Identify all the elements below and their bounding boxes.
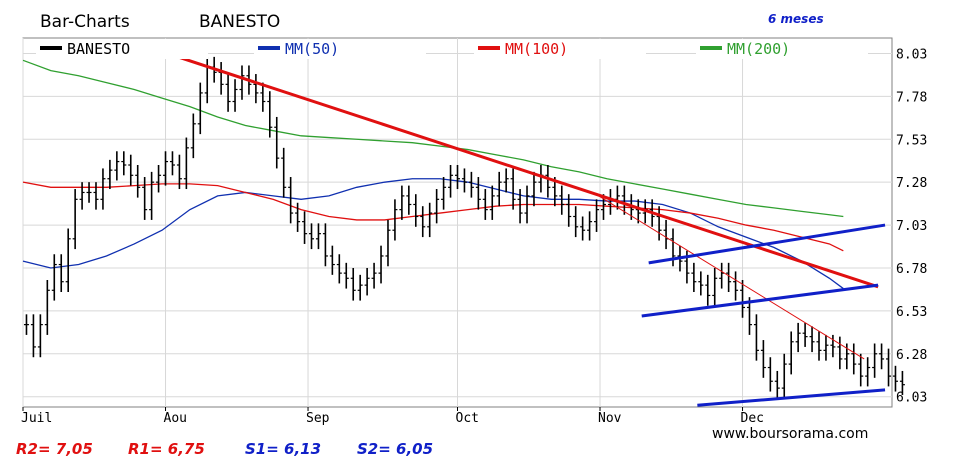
legend-backdrop (254, 39, 426, 59)
legend-backdrop (696, 39, 868, 59)
level-s2: S2= 6,05 (357, 440, 434, 458)
ma-line-mm50 (22, 178, 844, 290)
trendline-channel-middle (641, 283, 879, 318)
y-tick-label: 7.53 (896, 133, 927, 148)
y-tick-label: 7.03 (896, 219, 927, 234)
y-tick-label: 6.78 (896, 262, 927, 277)
level-s1: S1= 6,13 (245, 440, 322, 458)
credit-text[interactable]: www.boursorama.com (712, 426, 869, 442)
legend-label: MM(50) (285, 40, 339, 58)
y-tick-label: 6.53 (896, 305, 927, 320)
x-tick-label: Aou (164, 411, 187, 426)
ma-line-mm100 (22, 181, 844, 252)
level-r1: R1= 6,75 (128, 440, 205, 458)
y-tick-label: 6.03 (896, 391, 927, 406)
legend-backdrop (474, 39, 646, 59)
x-tick-label: Nov (598, 411, 622, 426)
y-tick-label: 6.28 (896, 348, 927, 363)
y-tick-label: 7.28 (896, 176, 927, 191)
trendline-resistance-secondary (592, 192, 865, 360)
y-tick-label: 8.03 (896, 47, 927, 62)
period-label[interactable]: 6 meses (768, 12, 824, 26)
legend-label: BANESTO (67, 40, 130, 58)
x-tick-label: Oct (456, 411, 479, 426)
chart-title: Bar-Charts (40, 12, 130, 32)
symbol-title: BANESTO (199, 12, 281, 32)
x-tick-label: Dec (741, 411, 764, 426)
trendline-channel-upper (648, 223, 886, 265)
y-tick-label: 7.78 (896, 90, 927, 105)
legend-label: MM(100) (505, 40, 568, 58)
legend-label: MM(200) (727, 40, 790, 58)
x-tick-label: Juil (21, 411, 52, 426)
trendline-channel-lower (697, 388, 886, 407)
ma-line-mm200 (22, 59, 844, 218)
trendline-resistance-main (161, 50, 879, 289)
level-r2: R2= 7,05 (16, 440, 93, 458)
x-tick-label: Sep (306, 411, 330, 426)
legend-backdrop (36, 39, 208, 59)
